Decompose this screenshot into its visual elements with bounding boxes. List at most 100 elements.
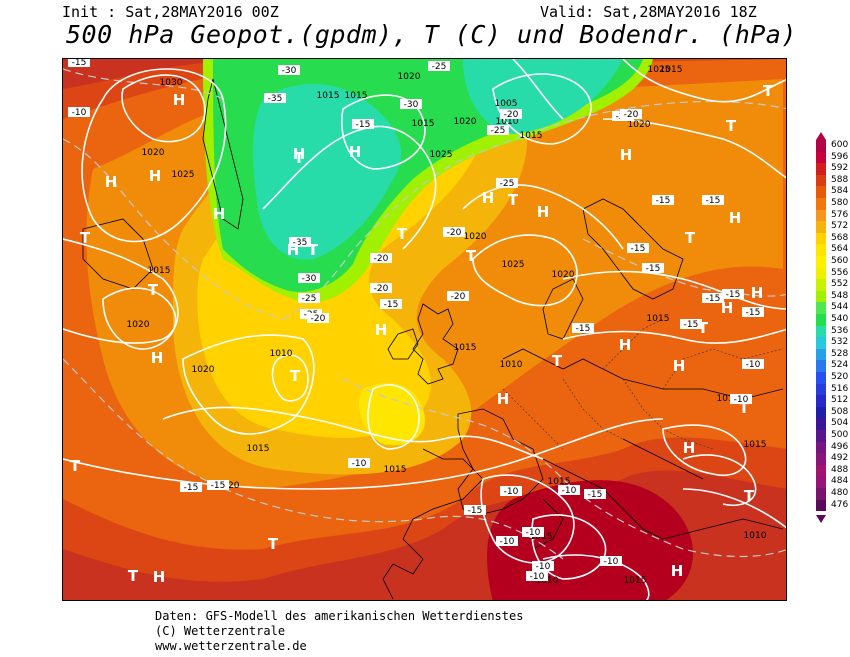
- svg-text:-15: -15: [356, 120, 371, 130]
- svg-text:-30: -30: [302, 274, 317, 284]
- low-pressure-center: T: [268, 535, 279, 553]
- svg-text:-10: -10: [504, 487, 519, 497]
- low-pressure-center: T: [739, 399, 750, 417]
- low-pressure-center: T: [128, 567, 139, 585]
- svg-text:-10: -10: [352, 459, 367, 469]
- high-pressure-center: H: [671, 562, 684, 580]
- high-pressure-center: H: [173, 91, 186, 109]
- legend-swatch: [816, 337, 826, 349]
- svg-text:1025: 1025: [502, 260, 525, 270]
- svg-text:-20: -20: [374, 254, 389, 264]
- isobar-label: 1010: [270, 349, 293, 359]
- legend-label: 508: [831, 406, 849, 417]
- legend-label: 500: [831, 430, 849, 440]
- legend-swatch: [816, 209, 826, 222]
- high-pressure-center: H: [149, 167, 162, 185]
- temperature-label: -25: [428, 61, 450, 72]
- svg-text:-10: -10: [604, 557, 619, 567]
- legend-label: 568: [831, 232, 849, 243]
- high-pressure-center: H: [105, 173, 118, 191]
- high-pressure-center: H: [537, 203, 550, 221]
- svg-text:1015: 1015: [317, 91, 340, 101]
- temperature-label: -20: [370, 283, 392, 294]
- svg-text:-15: -15: [684, 320, 699, 330]
- low-pressure-center: T: [552, 352, 563, 370]
- isobar-label: 1015: [247, 444, 270, 454]
- svg-text:1020: 1020: [142, 148, 165, 158]
- high-pressure-center: H: [497, 390, 510, 408]
- low-pressure-center: T: [70, 457, 81, 475]
- temperature-label: -15: [652, 195, 674, 206]
- temperature-label: -10: [348, 458, 370, 469]
- temperature-label: -15: [352, 119, 374, 130]
- svg-text:1010: 1010: [717, 394, 740, 404]
- low-pressure-center: T: [508, 191, 519, 209]
- svg-text:-15: -15: [576, 324, 591, 334]
- isobar-label: 1020: [192, 365, 215, 375]
- legend-label: 544: [831, 302, 849, 313]
- low-pressure-center: T: [397, 225, 408, 243]
- svg-text:1020: 1020: [398, 72, 421, 82]
- temperature-labels: -15 -10 -30 -35 -15 -30 -25 -20 -25 -20 -20 -35 -30 -…: [68, 59, 764, 582]
- isobar-label: 1015: [660, 65, 683, 75]
- svg-text:-10: -10: [72, 108, 87, 118]
- temperature-label: -10: [496, 536, 518, 547]
- legend-swatch: [816, 198, 826, 210]
- low-pressure-center: T: [80, 229, 91, 247]
- legend-swatch: [816, 430, 826, 442]
- high-pressure-center: H: [349, 143, 362, 161]
- legend-swatch: [816, 383, 826, 396]
- low-pressure-center: T: [308, 241, 319, 259]
- legend-swatch: [816, 279, 826, 291]
- temperature-label: -10: [68, 107, 90, 118]
- isobars: [63, 59, 786, 600]
- legend-swatch: [816, 163, 826, 175]
- svg-text:-10: -10: [562, 486, 577, 496]
- isobar-label: 1015: [744, 440, 767, 450]
- svg-text:-10: -10: [734, 395, 749, 405]
- temperature-label: -10: [600, 556, 622, 567]
- svg-text:1015: 1015: [660, 65, 683, 75]
- isotherms: [63, 68, 786, 560]
- footer-data-source: Daten: GFS-Modell des amerikanischen Wet…: [155, 609, 524, 623]
- svg-text:1025: 1025: [430, 150, 453, 160]
- temperature-label: -15: [584, 489, 606, 500]
- temperature-label: -15: [627, 243, 649, 254]
- isobar-label: 1015: [624, 576, 647, 586]
- low-pressure-center: T: [726, 117, 737, 135]
- temperature-label: -10: [742, 359, 764, 370]
- isobar-label: 1020: [127, 320, 150, 330]
- svg-text:-30: -30: [282, 66, 297, 76]
- legend-swatch: [816, 348, 826, 361]
- legend-label: 516: [831, 383, 849, 394]
- high-pressure-center: H: [619, 336, 632, 354]
- isobar-label: 1015: [548, 477, 571, 487]
- temperature-label: -15: [572, 323, 594, 334]
- high-pressure-center: H: [287, 241, 300, 259]
- low-pressure-center: T: [308, 241, 319, 259]
- temperature-label: -10: [526, 571, 548, 582]
- legend-top-arrow: [816, 132, 826, 140]
- svg-text:1010: 1010: [270, 349, 293, 359]
- svg-text:-15: -15: [184, 483, 199, 493]
- svg-text:1015: 1015: [384, 465, 407, 475]
- svg-text:-20: -20: [624, 110, 639, 120]
- temperature-label: -15: [642, 263, 664, 274]
- high-pressure-center: H: [620, 146, 633, 164]
- legend-swatch: [816, 372, 826, 384]
- legend-swatch: [816, 476, 826, 488]
- legend-swatch: [816, 499, 826, 512]
- legend-label: 572: [831, 221, 849, 232]
- high-pressure-center: H: [721, 299, 734, 317]
- temperature-label: -30: [298, 273, 320, 284]
- temperature-label: -30: [400, 99, 422, 110]
- low-pressure-center: T: [698, 319, 709, 337]
- temperature-label: -20: [620, 109, 642, 120]
- legend-swatch: [816, 151, 826, 164]
- isobar-label: 1025: [430, 150, 453, 160]
- isobar-label: 1020: [628, 120, 651, 130]
- temperature-label: -10: [558, 485, 580, 496]
- svg-text:1015: 1015: [412, 119, 435, 129]
- temperature-label: -20: [370, 253, 392, 264]
- isobar-label: 1020: [552, 270, 575, 280]
